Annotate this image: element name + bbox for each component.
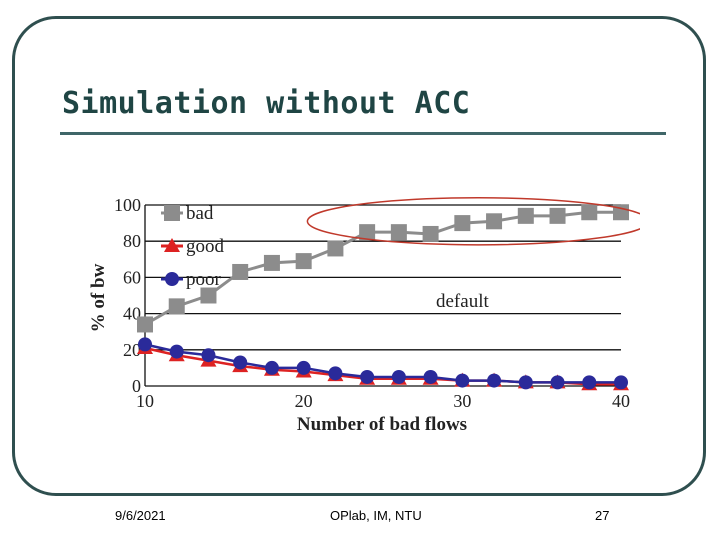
x-axis-label: Number of bad flows [297,414,467,435]
series-line-good [144,346,621,386]
data-point-bad [549,207,566,224]
data-point-poor [487,373,502,388]
data-point-bad [390,224,407,241]
slide-title: Simulation without ACC [62,86,471,121]
data-point-bad [422,225,439,242]
data-point-bad [263,254,280,271]
data-point-poor [169,344,184,359]
x-tick-label: 20 [295,391,313,411]
data-point-bad [232,263,249,280]
legend-label-poor: poor [186,269,222,290]
series-line-bad [144,210,621,326]
slide-frame [12,16,706,496]
x-tick-label: 40 [612,391,630,411]
y-tick-label: 20 [123,340,141,360]
chart-annotation: default [436,291,489,312]
data-point-poor [423,369,438,384]
data-point-poor [138,337,152,352]
data-point-poor [201,348,216,363]
title-rule [60,132,666,135]
footer-page-number: 27 [595,508,610,523]
legend-label-bad: bad [186,203,214,224]
y-tick-label: 60 [123,267,141,287]
y-tick-label: 0 [132,376,141,396]
data-point-bad [168,298,185,315]
legend-marker-bad [164,205,180,221]
footer-organization: OPlab, IM, NTU [330,508,422,523]
x-tick-label: 30 [453,391,471,411]
data-point-bad [327,240,344,257]
data-point-bad [581,204,598,221]
data-point-bad [295,253,312,270]
data-point-poor [264,360,279,375]
x-tick-label: 10 [136,391,154,411]
line-chart: 0 20 40 60 80 100 10 20 30 40 bad good poor % of bw… [88,195,640,435]
data-point-poor [233,355,248,370]
data-point-poor [582,375,597,390]
data-point-bad [359,224,376,241]
y-tick-label: 40 [123,304,141,324]
y-tick-label: 80 [123,231,141,251]
data-point-bad [137,316,153,333]
data-point-poor [455,373,470,388]
data-point-poor [391,369,406,384]
y-axis-label: % of bw [88,263,109,332]
data-point-bad [517,207,534,224]
series-line-poor [144,343,621,384]
data-point-poor [296,360,311,375]
data-point-poor [360,369,375,384]
footer-date: 9/6/2021 [115,508,166,523]
data-point-poor [550,375,565,390]
data-point-poor [614,375,628,390]
y-tick-label: 100 [114,195,141,215]
data-point-poor [328,366,343,381]
legend-marker-good [164,238,180,252]
highlight-ellipse [306,197,640,246]
data-point-bad [200,287,217,304]
data-point-poor [518,375,533,390]
legend-marker-poor [165,272,179,286]
legend-label-good: good [186,236,225,257]
data-point-bad [486,213,503,230]
data-point-bad [454,215,471,232]
